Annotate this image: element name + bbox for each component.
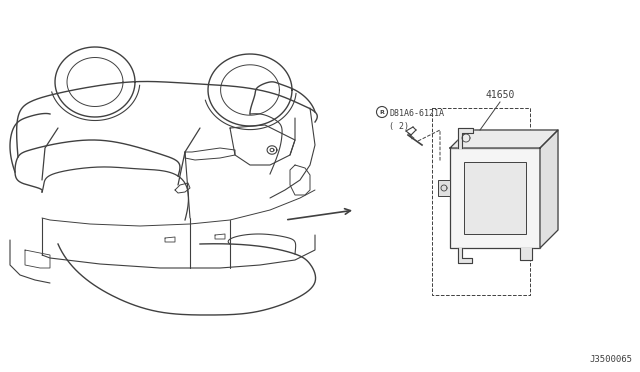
Polygon shape [520,248,532,260]
Polygon shape [458,128,473,148]
Bar [438,180,450,196]
Polygon shape [458,248,472,263]
Text: 41650: 41650 [485,90,515,100]
Text: R: R [380,109,385,115]
Polygon shape [540,130,558,248]
Polygon shape [450,130,558,148]
Text: J3500065: J3500065 [589,355,632,364]
Bar [464,162,526,234]
Bar [450,148,540,248]
Text: D81A6-6121A
( 2): D81A6-6121A ( 2) [389,109,444,131]
